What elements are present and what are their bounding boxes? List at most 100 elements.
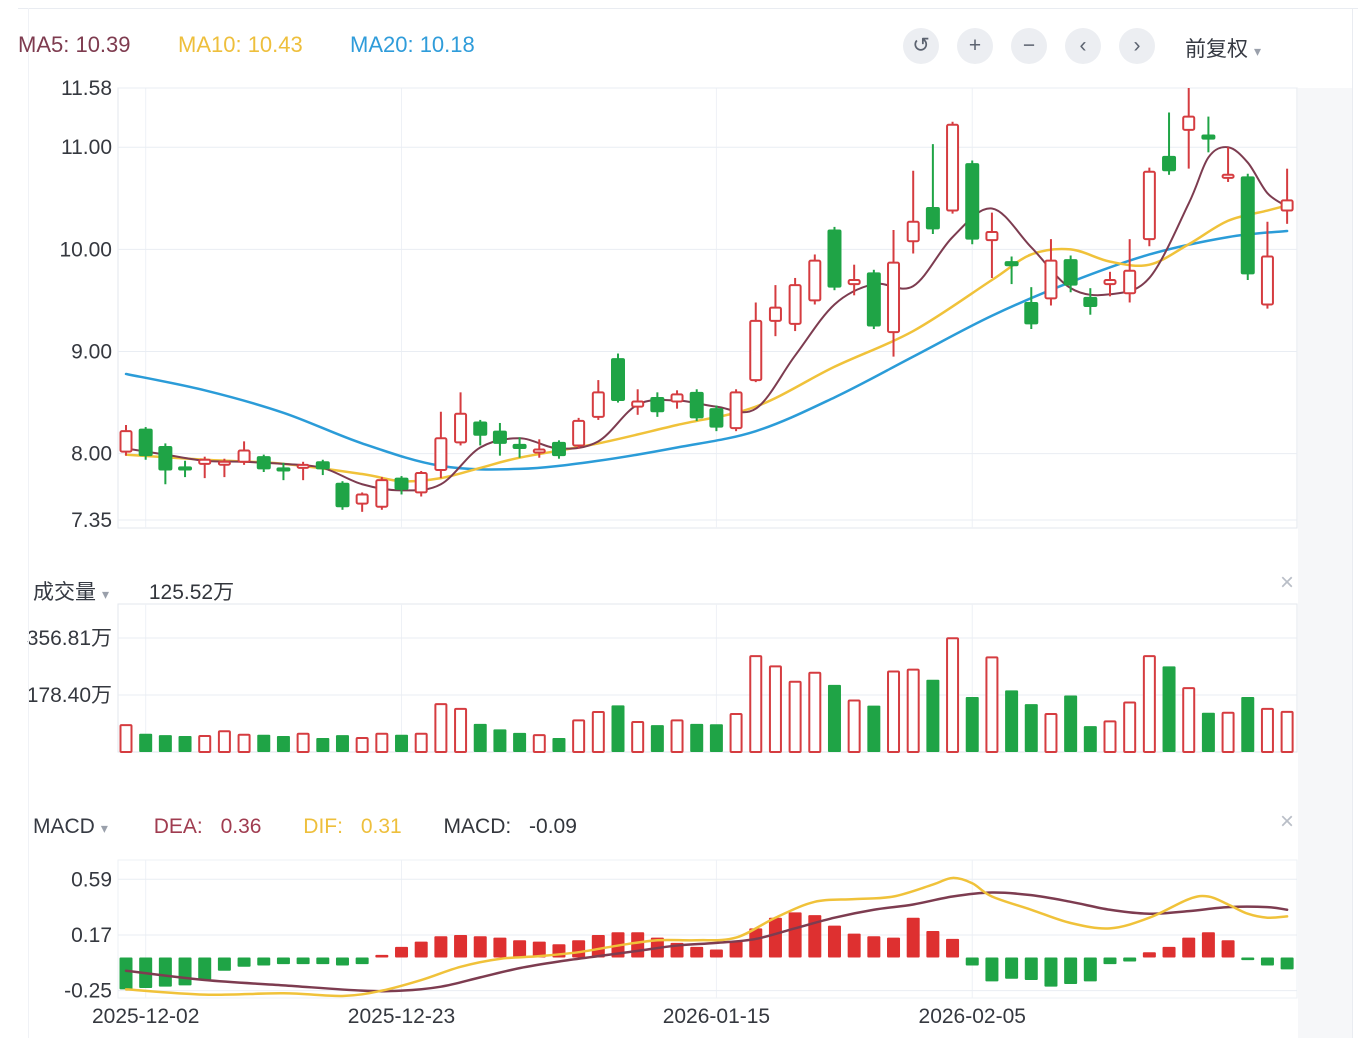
candle-body-down [551,441,566,457]
chart-toolbar: ↺ + − ‹ › [903,28,1155,64]
macd-pane-close-button[interactable]: × [1274,809,1300,835]
price-axis-label: 10.00 [59,238,112,261]
candle-body-down [965,163,980,240]
macd-histogram-bar [1142,952,1156,958]
macd-histogram-bar [178,957,192,986]
candle-body-up [788,284,802,325]
volume-pane-close-button[interactable]: × [1274,570,1300,596]
candle-body-up [985,231,999,242]
volume-bar [808,671,822,753]
candle-body-down [650,396,665,413]
pan-left-button[interactable]: ‹ [1065,28,1101,64]
macd-histogram-bar [1221,940,1235,958]
macd-histogram-bar [788,912,802,958]
volume-bar [1123,701,1137,753]
macd-histogram-bar [158,957,172,987]
volume-bar [1064,695,1078,752]
macd-axis-label: 0.17 [71,924,112,947]
volume-bar [847,699,861,753]
volume-bar [493,729,507,752]
volume-bar [414,732,428,754]
volume-bar [591,711,605,753]
close-icon: × [1279,569,1294,596]
macd-histogram-bar [690,946,704,958]
chevron-down-icon: ▾ [102,586,110,602]
volume-bar [709,724,723,752]
candle-body-up [198,458,212,465]
volume-bar [395,734,409,752]
macd-histogram-bar [827,925,841,958]
undo-button[interactable]: ↺ [903,28,939,64]
volume-bar [276,736,290,752]
macd-pane-area [117,859,1298,999]
pan-right-button[interactable]: › [1119,28,1155,64]
macd-histogram-bar [276,957,290,965]
candle-body-down [394,477,409,490]
macd-histogram-bar [237,957,251,967]
candle-body-up [375,479,389,508]
candle-body-down [1024,301,1039,325]
ma5-legend: MA5: 10.39 [18,32,131,57]
candle-body-down [709,408,724,428]
candle-body-up [237,449,251,463]
chevron-down-icon: ▾ [100,820,108,836]
macd-histogram-bar [493,937,507,958]
volume-bar [257,734,271,752]
macd-indicator-dropdown[interactable]: MACD ▾ [33,815,108,838]
macd-histogram-bar [355,957,369,965]
ma10-legend: MA10: 10.43 [178,32,303,57]
macd-histogram-bar [1044,957,1058,987]
macd-histogram-bar [985,957,999,982]
macd-histogram-bar [906,917,920,958]
volume-bar [827,684,841,752]
macd-histogram-bar [217,957,231,971]
macd-histogram-bar [1005,957,1019,979]
volume-bar [768,665,782,753]
ma20-legend: MA20: 10.18 [350,32,475,57]
macd-histogram-bar [1064,957,1078,985]
volume-bar [158,735,172,752]
volume-bar [670,719,684,754]
volume-bar [650,725,664,752]
ma10-line [124,204,1289,483]
macd-pane-header: MACD ▾ DEA: 0.36 DIF: 0.31 MACD: -0.09 [33,815,577,839]
macd-histogram-bar [1241,957,1255,961]
volume-indicator-dropdown[interactable]: 成交量 ▾ [33,581,109,604]
volume-bar [513,732,527,752]
volume-bar [178,736,192,752]
price-adjustment-dropdown[interactable]: 前复权 ▾ [1185,33,1261,63]
ma5-line [125,146,1289,492]
candle-body-up [355,493,369,505]
panel-right-border [1352,8,1353,1038]
volume-bar [434,703,448,753]
macd-value-label: MACD: [443,815,512,838]
volume-bar [1162,666,1176,752]
macd-histogram-bar [768,917,782,958]
macd-title: MACD [33,815,95,838]
candle-body-down [315,461,330,470]
macd-histogram-bar [335,957,349,966]
candle-body-down [1240,176,1255,275]
candle-body-down [611,358,625,402]
volume-bar [296,732,310,754]
candle-body-up [906,220,920,243]
volume-bar [198,735,212,753]
panel-left-border [28,8,29,1038]
dif-line [124,876,1289,998]
candle-body-up [768,306,782,322]
pan-right-icon: › [1133,33,1141,57]
candle-body-up [434,437,448,471]
macd-axis-label: -0.25 [64,980,112,1003]
zoom-out-button[interactable]: − [1011,28,1047,64]
macd-histogram-bar [454,934,468,958]
candle-body-down [1004,261,1019,267]
candle-body-up [454,412,468,444]
volume-bar [926,679,940,752]
volume-bar [985,656,999,754]
pan-left-icon: ‹ [1079,33,1087,57]
zoom-in-button[interactable]: + [957,28,993,64]
price-pane-area [117,87,1298,529]
macd-histogram-bar [316,957,330,965]
volume-bar [1044,712,1058,753]
